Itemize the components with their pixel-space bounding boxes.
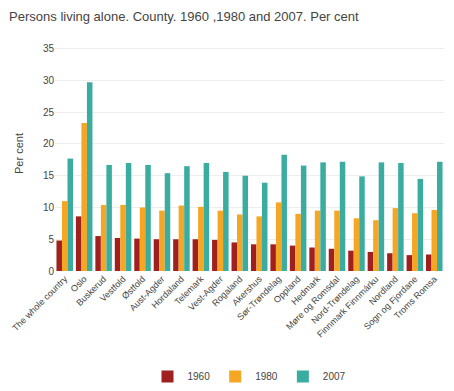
svg-text:Sør-Trøndelag: Sør-Trøndelag — [235, 274, 283, 322]
svg-text:10: 10 — [43, 202, 55, 213]
svg-text:Oslo: Oslo — [69, 274, 89, 294]
svg-text:2007: 2007 — [323, 371, 346, 382]
svg-text:Sogn og Fjordane: Sogn og Fjordane — [362, 274, 420, 332]
svg-text:Aust-Agder: Aust-Agder — [128, 274, 167, 313]
svg-text:20: 20 — [43, 138, 55, 149]
svg-text:0: 0 — [48, 266, 54, 277]
svg-text:1960: 1960 — [188, 371, 211, 382]
svg-text:Finnmark Finnmárku: Finnmark Finnmárku — [315, 274, 380, 339]
svg-text:Troms Romsa: Troms Romsa — [392, 274, 439, 321]
svg-text:Vestfold: Vestfold — [98, 274, 128, 304]
svg-text:1980: 1980 — [255, 371, 278, 382]
svg-text:15: 15 — [43, 170, 55, 181]
svg-text:Telemark: Telemark — [173, 274, 206, 307]
svg-text:Hedmark: Hedmark — [289, 274, 322, 307]
svg-text:Persons living alone. County.: Persons living alone. County. 1960 ,1980… — [9, 9, 359, 24]
svg-text:Akershus: Akershus — [230, 274, 264, 308]
svg-text:5: 5 — [48, 234, 54, 245]
svg-text:Buskerud: Buskerud — [74, 274, 108, 308]
svg-text:The whole country: The whole country — [10, 274, 69, 333]
svg-text:Rogaland: Rogaland — [210, 274, 244, 308]
svg-text:Vest-Agder: Vest-Agder — [186, 274, 225, 313]
svg-text:30: 30 — [43, 75, 55, 86]
svg-text:Per cent: Per cent — [13, 133, 25, 174]
svg-text:35: 35 — [43, 43, 55, 54]
svg-text:Nord-Trøndelag: Nord-Trøndelag — [309, 274, 361, 326]
svg-text:Nordland: Nordland — [367, 274, 400, 307]
svg-text:Møre og Romsdal: Møre og Romsdal — [284, 274, 342, 332]
svg-text:Østfold: Østfold — [120, 274, 147, 301]
svg-text:Hordaland: Hordaland — [150, 274, 186, 310]
svg-text:25: 25 — [43, 107, 55, 118]
svg-text:Oppland: Oppland — [272, 274, 303, 305]
